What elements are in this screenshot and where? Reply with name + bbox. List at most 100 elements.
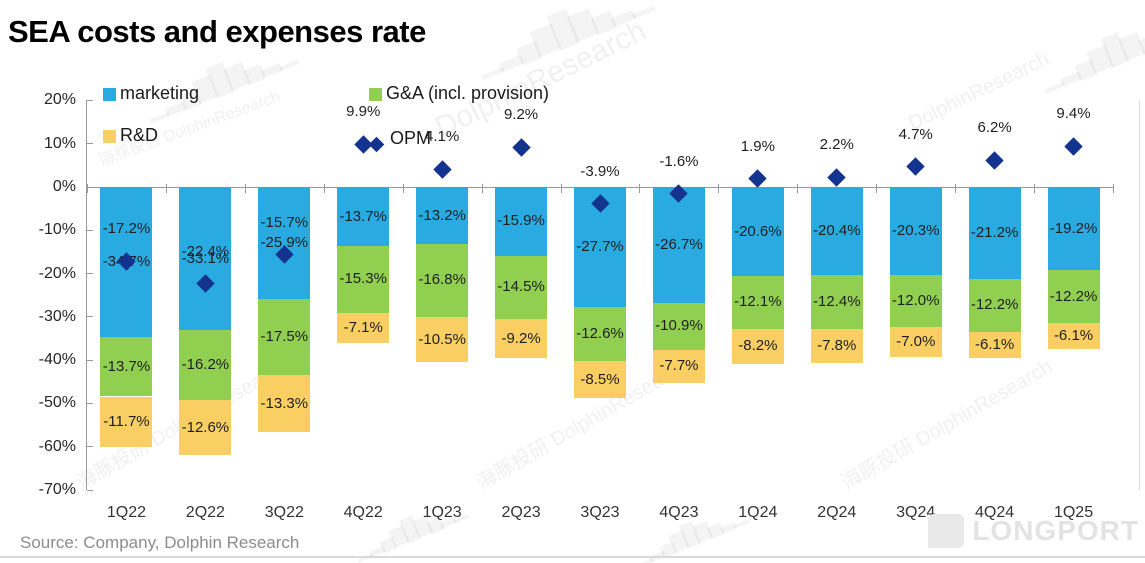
bar-segment-r-d [179, 400, 232, 455]
bar-data-label: -13.3% [260, 394, 309, 412]
x-axis-category-label: 4Q24 [975, 504, 1015, 521]
opm-data-label: -3.9% [580, 162, 620, 180]
x-axis-category-label: 1Q25 [1053, 504, 1094, 521]
bar-segment-g-a-incl-provision- [416, 244, 469, 317]
bar-data-label: -13.7% [102, 357, 151, 375]
opm-marker-icon [511, 137, 531, 157]
legend-swatch-r-d-icon [103, 130, 116, 143]
bar-data-label: -7.8% [817, 336, 857, 354]
bar-segment-marketing [1047, 187, 1100, 271]
bar-segment-r-d [495, 318, 548, 359]
bar-segment-marketing [416, 187, 469, 245]
x-axis-tick [323, 184, 325, 193]
bar-data-label: -12.6% [181, 418, 230, 436]
y-axis-tick [87, 273, 93, 275]
bar-data-label: -13.7% [339, 207, 387, 225]
watermark-logo-icon: ▁▂▄▆█▆▄▂▁ [470, 0, 654, 80]
opm-data-label: -15.7% [260, 213, 309, 231]
bottom-divider [0, 556, 1145, 558]
bar-segment-g-a-incl-provision- [968, 278, 1021, 332]
legend-label: G&A (incl. provision) [386, 83, 550, 103]
bar-data-label: -21.2% [970, 223, 1019, 241]
bar-data-label: -12.6% [576, 325, 624, 343]
bar-data-label: -16.2% [181, 356, 230, 374]
bar-data-label: -12.4% [813, 293, 861, 311]
bar-segment-r-d [810, 328, 863, 363]
bar-segment-g-a-incl-provision- [574, 306, 626, 362]
bar-data-label: -27.7% [576, 237, 624, 255]
bar-data-label: -7.1% [343, 318, 383, 336]
opm-data-label: 9.2% [503, 106, 539, 124]
y-axis-tick [87, 143, 93, 145]
bar-data-label: -33.1% [181, 249, 230, 267]
x-axis-tick [797, 184, 799, 193]
legend-label: R&D [120, 125, 159, 145]
x-axis-category-label: 1Q23 [422, 504, 462, 521]
bar-segment-g-a-incl-provision- [495, 255, 548, 319]
bar-data-label: -12.0% [891, 291, 940, 309]
opm-marker-icon [354, 134, 373, 154]
x-axis-tick [876, 184, 878, 193]
bar-data-label: -10.5% [418, 330, 466, 348]
bar-segment-g-a-incl-provision- [179, 330, 232, 401]
x-axis-tick [955, 184, 957, 193]
y-axis-tick-label: -50% [38, 394, 76, 412]
bar-data-label: -11.7% [103, 412, 150, 430]
bar-segment-r-d [574, 361, 626, 399]
opm-data-label: 4.7% [898, 125, 933, 143]
y-axis-tick [87, 229, 93, 231]
x-axis-category-label: 3Q23 [580, 504, 620, 521]
bar-data-label: -17.5% [260, 327, 309, 345]
opm-data-label: -17.2% [102, 220, 151, 238]
opm-data-label: 9.4% [1056, 105, 1091, 123]
x-axis-category-label: 4Q23 [659, 504, 699, 521]
bar-segment-marketing [652, 187, 705, 303]
bar-data-label: -15.3% [339, 270, 387, 288]
x-axis-category-label: 1Q24 [738, 504, 778, 521]
bar-segment-g-a-incl-provision- [731, 276, 784, 329]
secondary-axis-line [1139, 100, 1140, 490]
y-axis-tick [87, 489, 93, 491]
opm-data-label: 2.2% [819, 136, 854, 154]
x-axis-tick [1113, 184, 1114, 193]
bar-data-label: -7.7% [659, 357, 699, 375]
bar-data-label: -9.2% [501, 329, 541, 347]
bar-segment-marketing [258, 187, 311, 300]
legend-swatch-g-a-incl-provision--icon [369, 88, 382, 101]
bar-segment-g-a-incl-provision- [1047, 270, 1100, 323]
opm-marker-icon [748, 169, 768, 188]
bar-data-label: -16.8% [418, 271, 466, 289]
x-axis-tick [87, 184, 88, 193]
bar-segment-r-d [652, 349, 705, 384]
bar-segment-g-a-incl-provision- [652, 302, 705, 350]
bar-segment-marketing [810, 187, 863, 276]
y-axis-tick-label: 0% [52, 178, 76, 195]
bar-segment-g-a-incl-provision- [337, 246, 390, 313]
bar-data-label: -12.2% [1049, 287, 1098, 305]
x-axis-tick [165, 184, 167, 193]
y-axis-tick [87, 402, 93, 404]
bar-segment-r-d [889, 326, 942, 358]
x-axis-category-label: 2Q22 [185, 504, 225, 521]
bar-data-label: -14.5% [497, 278, 545, 296]
bar-data-label: -10.9% [655, 317, 703, 335]
watermark-dolphin: 海豚投研 DolphinResearch [838, 355, 1056, 495]
opm-data-label: -22.4% [181, 242, 230, 260]
x-axis-category-label: 3Q24 [896, 504, 936, 521]
x-axis-tick [244, 184, 246, 193]
legend-swatch-marketing-icon [103, 88, 116, 101]
bar-segment-r-d [337, 312, 390, 344]
bar-data-label: -12.1% [734, 293, 782, 311]
y-axis-tick-label: -10% [38, 221, 76, 239]
y-axis-tick-label: -40% [38, 351, 76, 369]
bar-segment-r-d [968, 331, 1021, 358]
opm-data-label: -1.6% [659, 152, 699, 170]
bar-segment-marketing [889, 187, 942, 275]
x-axis-category-label: 2Q24 [817, 504, 857, 521]
bar-segment-r-d [731, 328, 784, 365]
bar-data-label: -20.4% [813, 222, 861, 240]
x-axis-tick [718, 184, 720, 193]
x-axis-category-label: 4Q22 [343, 504, 383, 521]
y-axis-tick [87, 316, 93, 318]
